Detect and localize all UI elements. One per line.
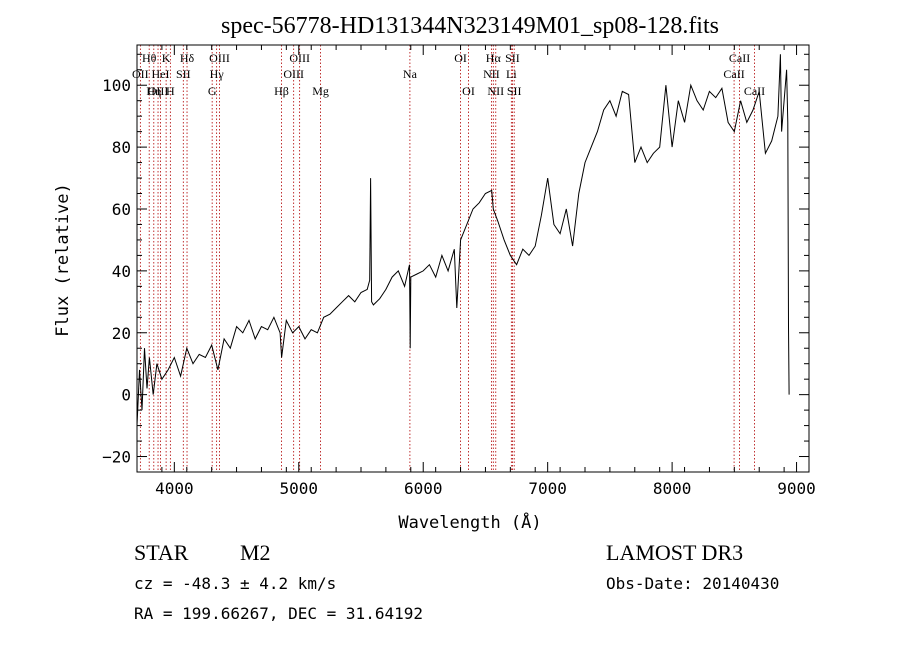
line-label: Na xyxy=(403,67,418,81)
y-tick-label: 80 xyxy=(112,138,131,157)
line-label: OIII xyxy=(209,51,230,65)
y-tick-label: 20 xyxy=(112,324,131,343)
x-tick-label: 9000 xyxy=(777,479,816,498)
x-tick-label: 5000 xyxy=(280,479,319,498)
line-label: OIII xyxy=(289,51,310,65)
line-label: Li xyxy=(506,67,517,81)
y-axis-label: Flux (relative) xyxy=(53,183,73,337)
survey-name: LAMOST DR3 xyxy=(606,540,743,565)
redshift-text: cz = -48.3 ± 4.2 km/s xyxy=(134,574,336,593)
line-label: CaII xyxy=(729,51,750,65)
x-tick-label: 8000 xyxy=(653,479,692,498)
line-label: Hθ xyxy=(142,51,157,65)
line-label: Hγ xyxy=(210,67,225,81)
line-label: OIII xyxy=(283,67,304,81)
line-label: H xyxy=(166,84,175,98)
line-label: K xyxy=(162,51,171,65)
y-tick-label: −20 xyxy=(102,448,131,467)
y-tick-label: 100 xyxy=(102,76,131,95)
line-label: OI xyxy=(462,84,475,98)
line-label: Hη xyxy=(146,84,161,98)
x-tick-label: 7000 xyxy=(528,479,567,498)
y-tick-label: 0 xyxy=(121,386,131,405)
x-tick-label: 4000 xyxy=(155,479,194,498)
obs-date-text: Obs-Date: 20140430 xyxy=(606,574,779,593)
line-label: SII xyxy=(505,51,520,65)
line-label: Hα xyxy=(486,51,502,65)
line-label: CaII xyxy=(744,84,765,98)
y-tick-label: 60 xyxy=(112,200,131,219)
line-label: NII xyxy=(483,67,500,81)
line-label: OIII xyxy=(148,84,169,98)
chart-title: spec-56778-HD131344N323149M01_sp08-128.f… xyxy=(221,13,719,39)
x-tick-label: 6000 xyxy=(404,479,443,498)
line-marker-group xyxy=(139,45,755,472)
axis-tick-group: 4000 5000 6000 7000 8000 9000 −20 0 20 40 60 80 100 xyxy=(102,45,816,498)
spectrum-line xyxy=(136,54,790,426)
line-label: SII xyxy=(507,84,522,98)
line-label: OI xyxy=(454,51,467,65)
line-label: CaII xyxy=(723,67,744,81)
coordinates-text: RA = 199.66267, DEC = 31.64192 xyxy=(134,604,423,623)
object-subclass: M2 xyxy=(240,540,271,565)
plot-frame xyxy=(136,44,810,473)
line-label: SII xyxy=(176,67,191,81)
object-class: STAR xyxy=(134,540,189,565)
x-axis-label: Wavelength (Å) xyxy=(398,511,541,533)
line-label: G xyxy=(208,84,217,98)
line-label: OII xyxy=(132,67,149,81)
line-label: HeI xyxy=(152,67,170,81)
y-tick-label: 40 xyxy=(112,262,131,281)
line-label: Mg xyxy=(312,84,329,98)
line-label: NII xyxy=(487,84,504,98)
line-label: Hβ xyxy=(274,84,289,98)
line-label: Hδ xyxy=(180,51,195,65)
